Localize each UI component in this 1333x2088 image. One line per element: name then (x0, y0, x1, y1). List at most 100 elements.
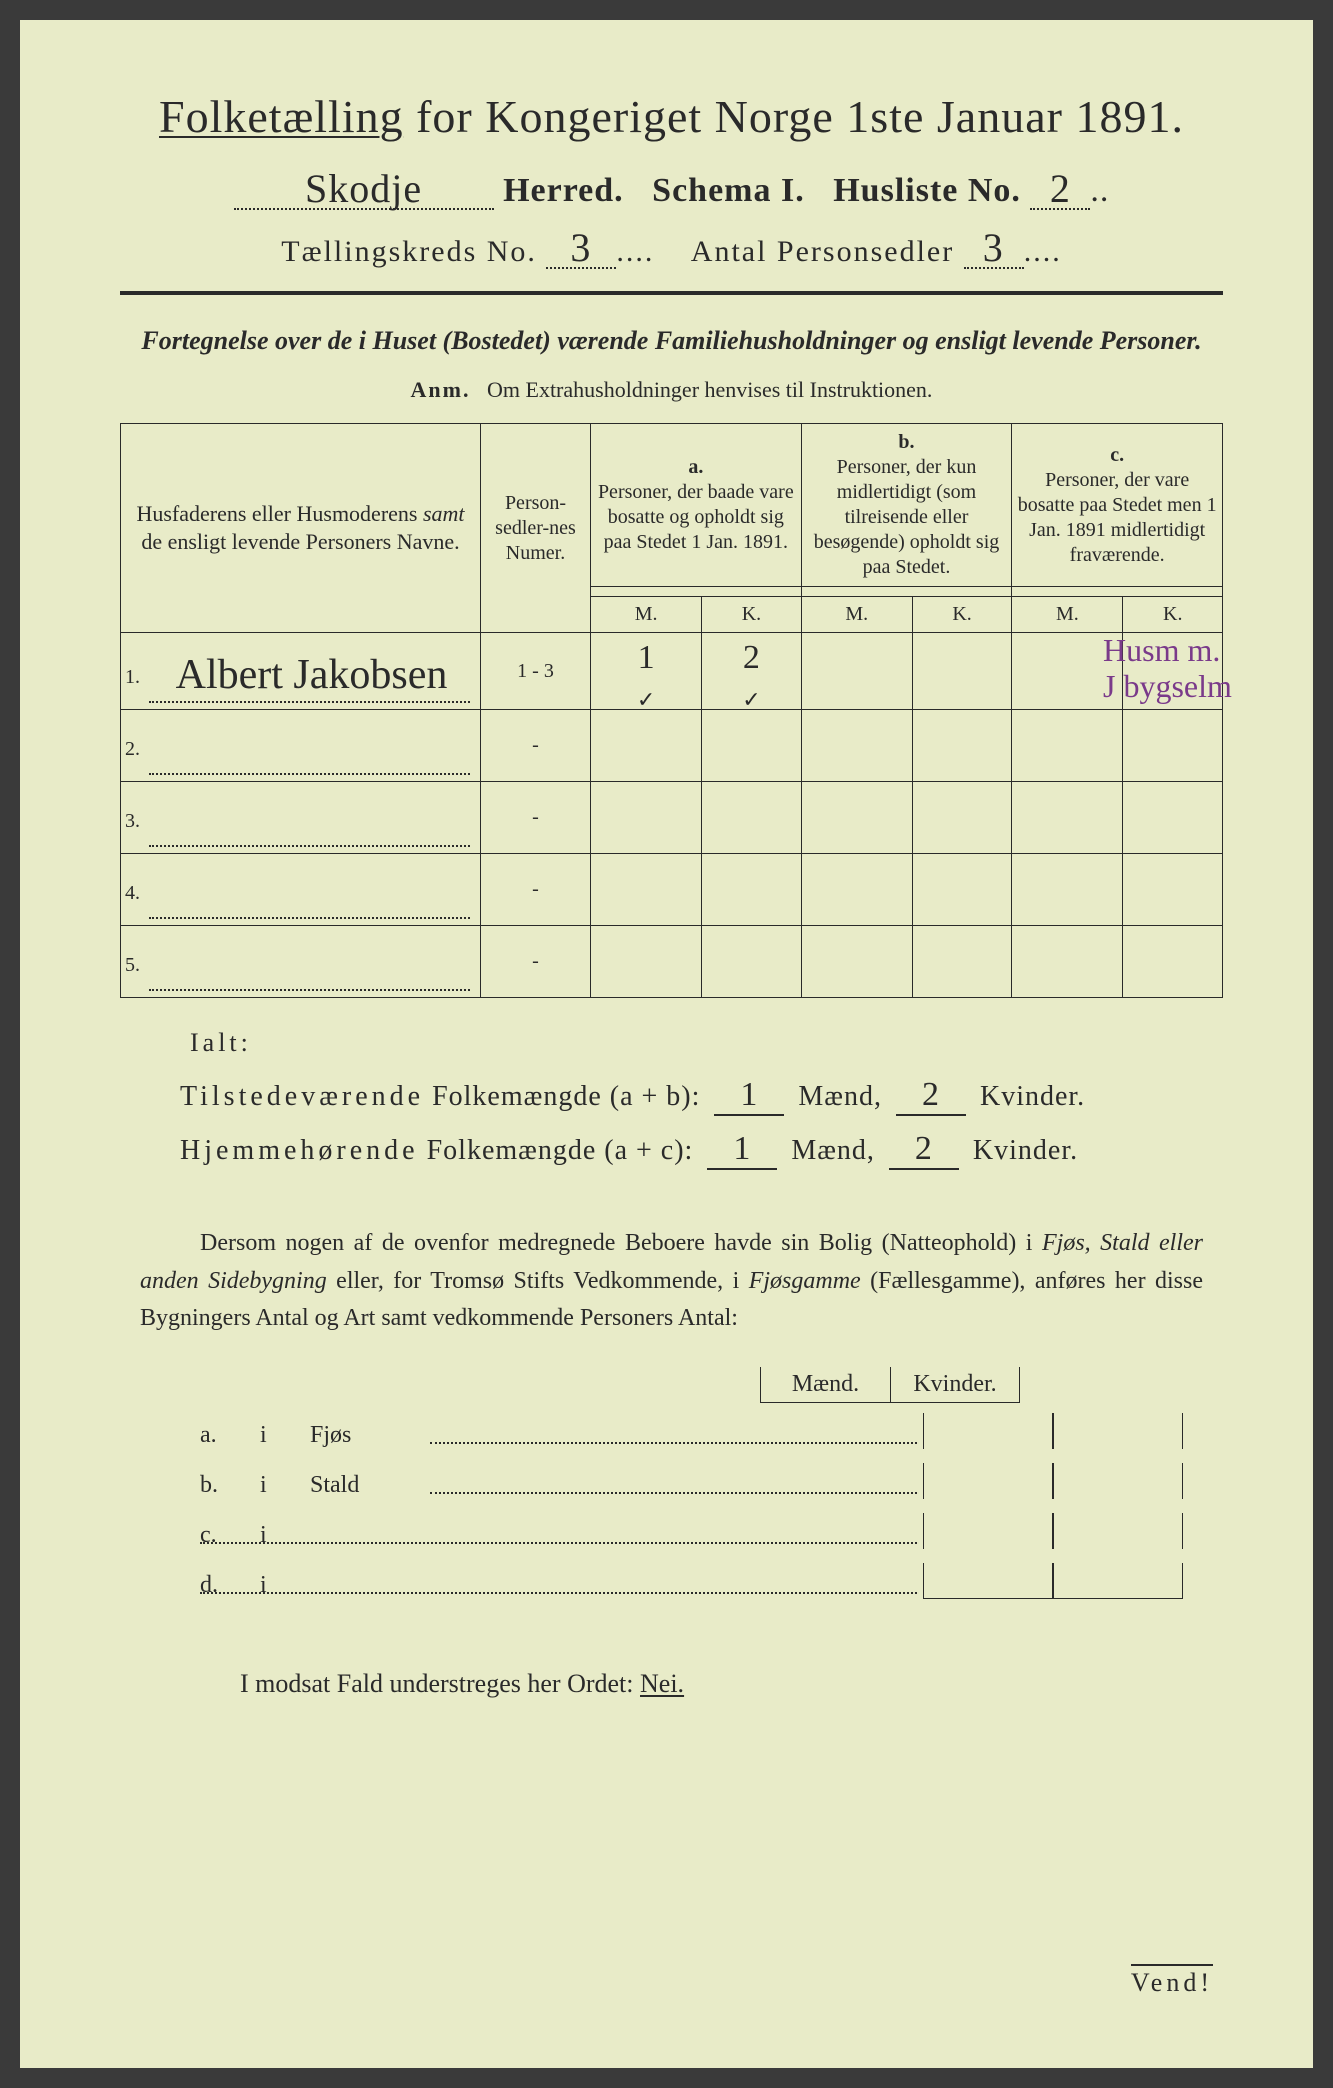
col-c-header: c. Personer, der vare bosatte paa Stedet… (1012, 424, 1223, 587)
row-dots (200, 1542, 917, 1544)
table-row: 2. - (121, 710, 1223, 782)
sb-b-i: i (260, 1472, 310, 1499)
divider-rule (120, 291, 1223, 295)
maend-1: Mænd, (798, 1081, 882, 1112)
table-wrapper: Husfaderens eller Husmoderens samt de en… (120, 423, 1223, 998)
nei-text: I modsat Fald understreges her Ordet: (240, 1669, 634, 1698)
ialt-2b: Folkemængde (a + c): (427, 1135, 694, 1166)
ialt-2a: Hjemmehørende (180, 1135, 419, 1166)
kvinder-header: Kvinder. (890, 1367, 1020, 1403)
main-title: Folketælling for Kongeriget Norge 1ste J… (120, 90, 1223, 143)
sidebyg-row-c: c. i (200, 1513, 1183, 1549)
table-row: 1. Albert Jakobsen 1 - 3 1✓ 2✓ (121, 633, 1223, 710)
anm-label: Anm. (411, 377, 471, 402)
header-line-2: Tællingskreds No. 3.... Antal Personsedl… (120, 220, 1223, 269)
husliste-label: Husliste No. (833, 172, 1021, 209)
row-2-num: 2. (125, 738, 140, 761)
nei-line: I modsat Fald understreges her Ordet: Ne… (240, 1669, 1223, 1699)
sb-c-l: c. (200, 1522, 260, 1549)
row-1-name: Albert Jakobsen (176, 652, 448, 698)
col-num-header: Person-sedler-nes Numer. (481, 424, 591, 633)
row-4-num: 4. (125, 882, 140, 905)
row-dots (149, 773, 470, 775)
sb-c-i: i (260, 1522, 310, 1549)
mk-c-k: K. (1123, 597, 1223, 633)
row-1-personnum: 1 - 3 (481, 633, 591, 710)
kreds-label: Tællingskreds No. (281, 235, 537, 268)
row-dots (430, 1492, 917, 1494)
col-b-text: Personer, der kun midlertidigt (som tilr… (814, 456, 1000, 578)
schema-label: Schema I. (652, 172, 805, 209)
census-form-page: Folketælling for Kongeriget Norge 1ste J… (20, 20, 1313, 2068)
title-underlined: Folketælling (159, 91, 404, 142)
maend-2: Mænd, (791, 1135, 875, 1166)
sb-a-mk (923, 1413, 1183, 1449)
sb-a-l: a. (200, 1422, 260, 1449)
row-1-b-k (912, 633, 1011, 710)
row-dots (430, 1442, 917, 1444)
row-dots (149, 845, 470, 847)
col-a-header: a. Personer, der baade vare bosatte og o… (591, 424, 802, 587)
table-row: 5. - (121, 926, 1223, 998)
row-dots (149, 989, 470, 991)
title-rest: for Kongeriget Norge 1ste Januar 1891. (404, 91, 1184, 142)
col-a-label: a. (688, 456, 703, 478)
kreds-value: 3 (570, 225, 592, 270)
row-2-personnum: - (481, 710, 591, 782)
col-b-header: b. Personer, der kun midlertidigt (som t… (801, 424, 1012, 587)
col-name-header: Husfaderens eller Husmoderens samt de en… (121, 424, 481, 633)
ialt-1b: Folkemængde (a + b): (432, 1081, 700, 1112)
row-dots (200, 1592, 917, 1594)
sidebyg-row-d: d. i (200, 1563, 1183, 1599)
mk-b-m: M. (801, 597, 912, 633)
row-1-num: 1. (125, 666, 140, 689)
vend-label: Vend! (1131, 1964, 1213, 1998)
sb-b-mk (923, 1463, 1183, 1499)
husliste-value: 2 (1050, 166, 1071, 211)
val-ab-m: 1 (740, 1076, 758, 1113)
maend-header: Mænd. (760, 1367, 890, 1403)
header-line-1: Skodje Herred. Schema I. Husliste No. 2.… (120, 161, 1223, 210)
row-1-a-m: 1✓ (591, 633, 702, 710)
row-dots (149, 917, 470, 919)
val-ac-k: 2 (915, 1130, 933, 1167)
mk-c-m: M. (1012, 597, 1123, 633)
row-4-personnum: - (481, 854, 591, 926)
anm-text: Om Extrahusholdninger henvises til Instr… (487, 377, 932, 402)
row-3-num: 3. (125, 810, 140, 833)
kvinder-1: Kvinder. (980, 1081, 1085, 1112)
sb-c-mk (923, 1513, 1183, 1549)
sb-b-l: b. (200, 1472, 260, 1499)
row-2-name-cell: 2. (121, 710, 481, 782)
mk-a-m: M. (591, 597, 702, 633)
sidebygning-paragraph: Dersom nogen af de ovenfor medregnede Be… (140, 1225, 1203, 1337)
sb-d-i: i (260, 1572, 310, 1599)
ialt-label: Ialt: (190, 1028, 1223, 1058)
ialt-line-2: Hjemmehørende Folkemængde (a + c): 1 Mæn… (180, 1130, 1223, 1170)
row-3-personnum: - (481, 782, 591, 854)
col-c-text: Personer, der vare bosatte paa Stedet me… (1018, 469, 1217, 566)
row-5-num: 5. (125, 954, 140, 977)
table-row: 3. - (121, 782, 1223, 854)
col-b-label: b. (898, 431, 914, 453)
sb-a-i: i (260, 1422, 310, 1449)
row-1-b-m (801, 633, 912, 710)
ialt-1a: Tilstedeværende (180, 1081, 424, 1112)
table-row: 4. - (121, 854, 1223, 926)
row-5-name-cell: 5. (121, 926, 481, 998)
anm-line: Anm. Om Extrahusholdninger henvises til … (120, 377, 1223, 403)
sidebyg-row-b: b. i Stald (200, 1463, 1183, 1499)
nei-word: Nei. (640, 1669, 684, 1698)
sb-a-t: Fjøs (310, 1422, 430, 1449)
col-c-label: c. (1110, 444, 1124, 466)
row-5-personnum: - (481, 926, 591, 998)
census-table: Husfaderens eller Husmoderens samt de en… (120, 423, 1223, 998)
sb-d-l: d. (200, 1572, 260, 1599)
herred-label: Herred. (503, 172, 624, 209)
margin-annotation: Husm m. J bygselm (1103, 633, 1233, 703)
row-dots (149, 701, 470, 703)
row-1-a-k: 2✓ (702, 633, 801, 710)
row-3-name-cell: 3. (121, 782, 481, 854)
antal-label: Antal Personsedler (691, 235, 954, 268)
row-4-name-cell: 4. (121, 854, 481, 926)
